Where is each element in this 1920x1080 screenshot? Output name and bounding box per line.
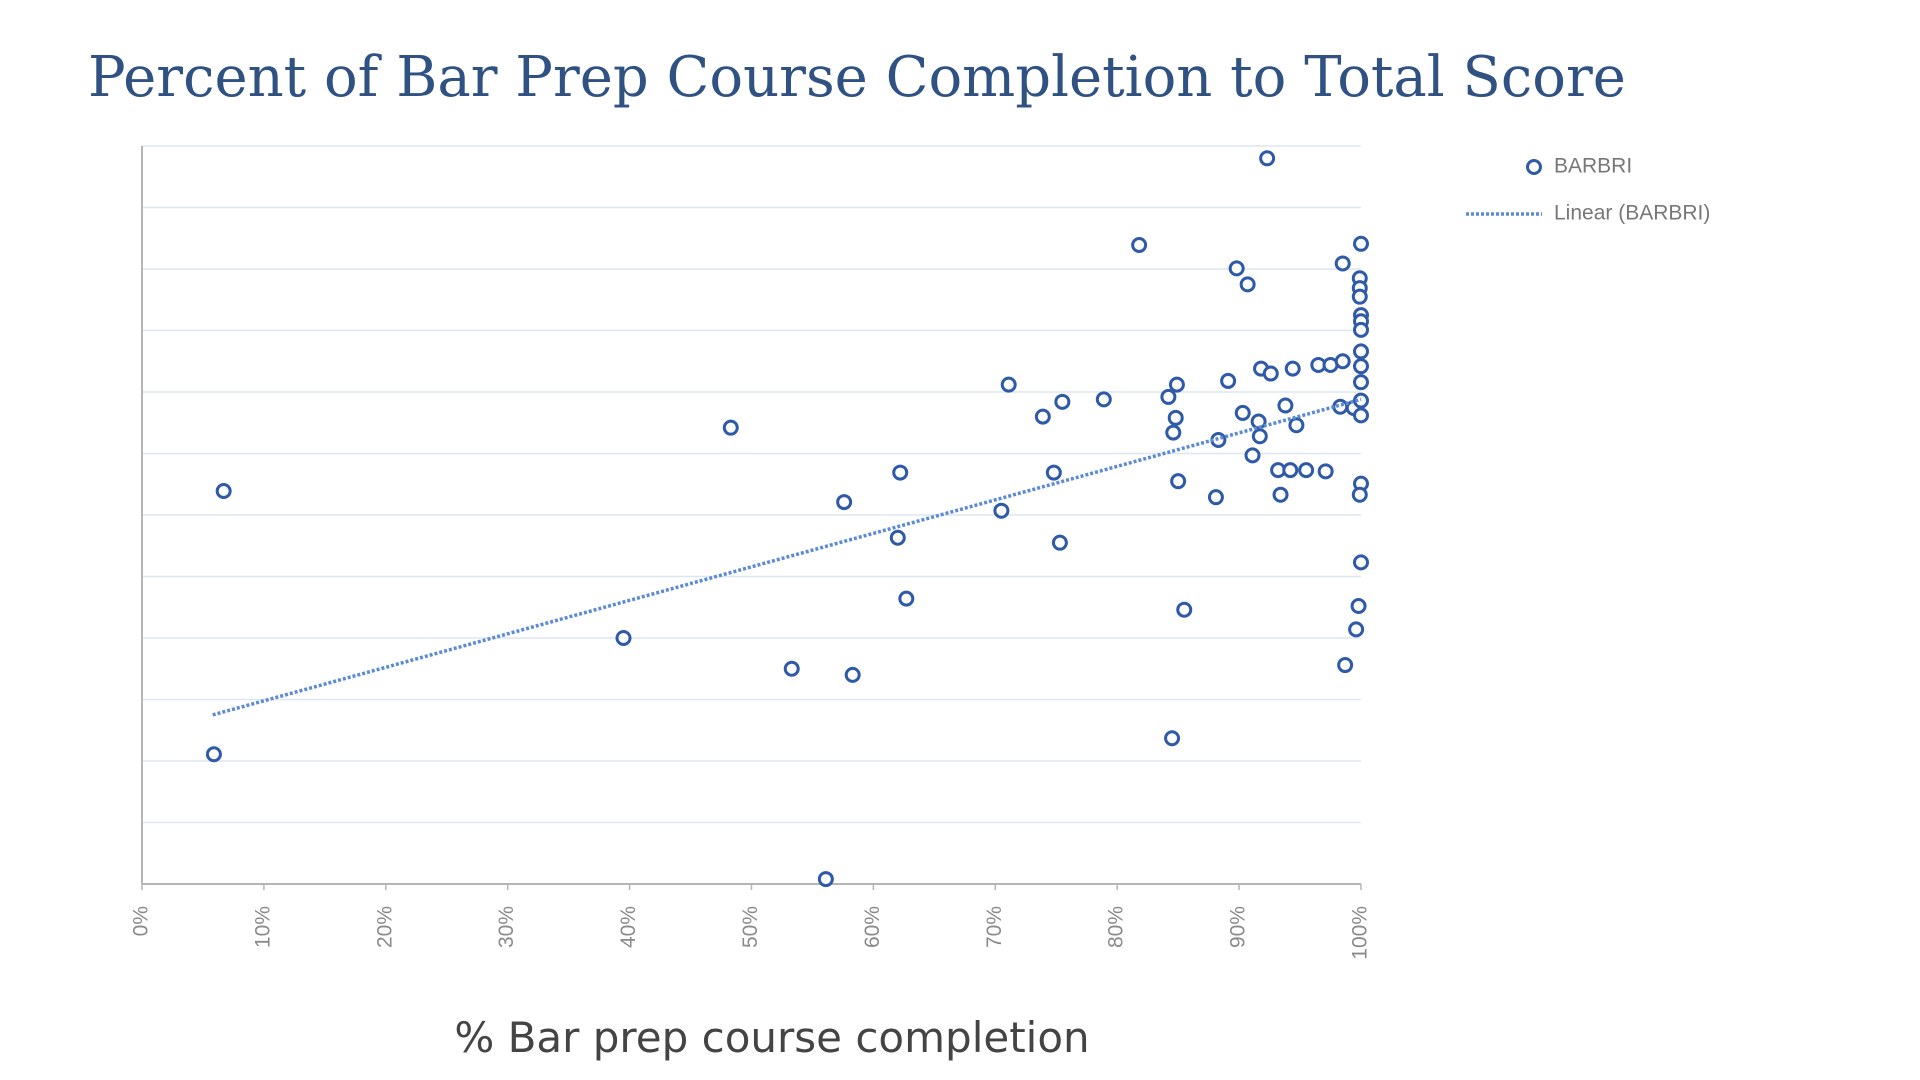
- legend-label: Linear (BARBRI): [1554, 202, 1710, 225]
- data-point: [1170, 473, 1187, 490]
- data-point: [1351, 486, 1368, 503]
- data-point: [1350, 598, 1367, 615]
- data-point: [1351, 288, 1368, 305]
- data-point: [1239, 276, 1256, 293]
- data-point: [1298, 462, 1315, 479]
- x-tick-label: 60%: [861, 906, 884, 948]
- data-point: [1176, 601, 1193, 618]
- data-point: [615, 630, 632, 646]
- x-tick-label: 50%: [739, 906, 762, 948]
- data-point: [722, 419, 739, 436]
- data-point: [1353, 374, 1369, 391]
- data-point: [1284, 360, 1301, 377]
- x-tick-label: 10%: [251, 906, 274, 948]
- data-point: [1095, 391, 1112, 408]
- data-point: [1272, 486, 1289, 503]
- legend-swatch: [1526, 159, 1542, 175]
- data-point: [783, 660, 800, 677]
- data-point: [836, 494, 853, 511]
- data-point: [1164, 730, 1181, 747]
- data-point: [1353, 554, 1369, 571]
- data-point: [1228, 260, 1245, 277]
- x-tick-label: 70%: [983, 906, 1006, 948]
- data-point: [1167, 409, 1184, 426]
- data-point: [1131, 237, 1148, 254]
- data-point: [1353, 235, 1369, 252]
- data-point: [1000, 376, 1017, 393]
- data-point: [1337, 657, 1354, 674]
- x-tick-label: 20%: [373, 906, 396, 948]
- data-point: [1054, 393, 1071, 410]
- data-point: [1234, 404, 1251, 421]
- data-point: [1348, 621, 1365, 638]
- data-point: [1282, 462, 1299, 479]
- data-point: [1353, 407, 1369, 424]
- data-point: [1220, 372, 1237, 389]
- x-tick-label: 0%: [130, 906, 153, 936]
- data-point: [844, 666, 861, 683]
- data-point: [205, 746, 222, 763]
- data-point: [1045, 464, 1062, 481]
- data-point: [1259, 150, 1276, 167]
- data-point: [1262, 365, 1279, 382]
- data-point: [898, 590, 915, 607]
- trendline: [212, 397, 1362, 717]
- data-point: [1334, 353, 1351, 370]
- data-point: [1288, 417, 1305, 434]
- data-point: [1034, 408, 1051, 425]
- data-point: [1353, 343, 1369, 360]
- x-tick-label: 100%: [1349, 906, 1372, 960]
- data-point: [1353, 321, 1369, 338]
- legend-label: BARBRI: [1554, 155, 1632, 178]
- chart-title: Percent of Bar Prep Course Completion to…: [88, 45, 1626, 110]
- data-point: [1317, 463, 1334, 480]
- x-tick-label: 90%: [1227, 906, 1250, 948]
- data-point: [1160, 388, 1177, 405]
- data-point: [1244, 447, 1261, 464]
- data-point: [1277, 397, 1294, 414]
- data-point: [1051, 534, 1068, 551]
- data-point: [1250, 413, 1267, 430]
- data-point: [1251, 428, 1268, 445]
- data-point: [889, 529, 906, 546]
- x-axis-label: % Bar prep course completion: [454, 1013, 1089, 1062]
- data-point: [1168, 376, 1185, 393]
- data-point: [1165, 424, 1182, 441]
- data-point: [817, 871, 834, 888]
- x-tick-label: 40%: [617, 906, 640, 948]
- data-point: [892, 464, 909, 481]
- data-point: [215, 483, 232, 500]
- data-point: [1332, 398, 1349, 415]
- x-tick-label: 80%: [1105, 906, 1128, 948]
- data-point: [1207, 489, 1224, 506]
- data-point: [1334, 255, 1351, 272]
- x-tick-label: 30%: [495, 906, 518, 948]
- data-point: [1353, 358, 1369, 375]
- data-point: [993, 502, 1010, 519]
